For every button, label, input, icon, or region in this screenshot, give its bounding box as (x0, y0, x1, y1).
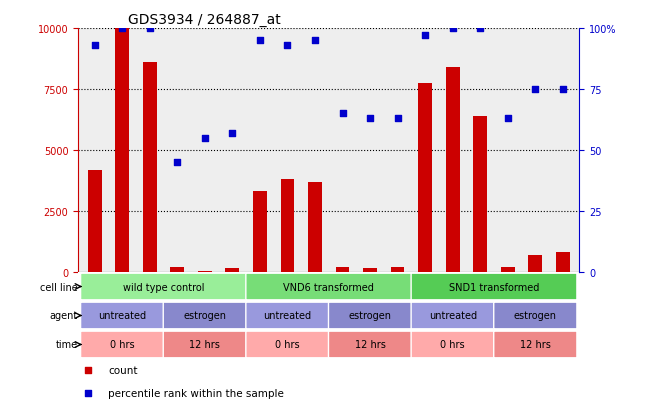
Text: GDS3934 / 264887_at: GDS3934 / 264887_at (128, 12, 281, 26)
FancyBboxPatch shape (329, 302, 411, 329)
Text: count: count (108, 366, 138, 375)
Point (145, 26, 155, 32)
Text: cell line: cell line (40, 282, 77, 292)
Bar (198, 271, 212, 272)
Text: untreated: untreated (264, 311, 312, 321)
Bar (253, 192, 267, 272)
Bar (143, 63, 157, 272)
Text: percentile rank within the sample: percentile rank within the sample (108, 388, 284, 398)
Point (283, 43, 293, 49)
Text: 0 hrs: 0 hrs (440, 339, 465, 350)
Bar (556, 253, 570, 272)
Point (365, 116, 375, 122)
FancyBboxPatch shape (246, 331, 329, 358)
FancyBboxPatch shape (81, 273, 246, 300)
Point (83, 390, 93, 396)
Text: SND1 transformed: SND1 transformed (449, 282, 539, 292)
Text: estrogen: estrogen (514, 311, 557, 321)
Point (89, 43, 100, 49)
Bar (529, 255, 542, 272)
Point (117, 26, 128, 32)
Point (475, 26, 486, 32)
Point (172, 159, 182, 166)
Text: wild type control: wild type control (123, 282, 204, 292)
Text: VND6 transformed: VND6 transformed (283, 282, 374, 292)
FancyBboxPatch shape (411, 273, 577, 300)
Point (393, 116, 403, 122)
Point (310, 38, 320, 44)
Text: 12 hrs: 12 hrs (355, 339, 385, 350)
Bar (501, 268, 515, 272)
Text: 0 hrs: 0 hrs (275, 339, 299, 350)
Bar (115, 29, 129, 272)
FancyBboxPatch shape (163, 331, 246, 358)
Bar (336, 268, 350, 272)
Text: agent: agent (49, 311, 77, 321)
Bar (281, 180, 294, 272)
FancyBboxPatch shape (493, 302, 577, 329)
Text: 0 hrs: 0 hrs (110, 339, 135, 350)
Text: time: time (55, 339, 77, 350)
FancyBboxPatch shape (81, 331, 164, 358)
Bar (418, 84, 432, 272)
FancyBboxPatch shape (246, 302, 329, 329)
FancyBboxPatch shape (411, 331, 494, 358)
Point (200, 135, 210, 142)
Point (503, 116, 513, 122)
Bar (308, 182, 322, 272)
Text: untreated: untreated (98, 311, 146, 321)
Text: estrogen: estrogen (348, 311, 391, 321)
Point (227, 130, 238, 137)
Bar (473, 116, 487, 272)
Point (337, 111, 348, 117)
Point (530, 86, 540, 93)
Point (83, 367, 93, 374)
FancyBboxPatch shape (329, 331, 411, 358)
Bar (391, 268, 404, 272)
Bar (171, 268, 184, 272)
Point (420, 33, 430, 40)
Point (558, 86, 568, 93)
Text: 12 hrs: 12 hrs (189, 339, 220, 350)
Bar (363, 269, 377, 272)
FancyBboxPatch shape (163, 302, 246, 329)
Text: 12 hrs: 12 hrs (520, 339, 551, 350)
Point (255, 38, 265, 44)
FancyBboxPatch shape (246, 273, 411, 300)
Bar (88, 170, 102, 272)
Text: untreated: untreated (428, 311, 477, 321)
Bar (446, 68, 460, 272)
Point (447, 26, 458, 32)
FancyBboxPatch shape (81, 302, 164, 329)
Bar (225, 269, 240, 272)
FancyBboxPatch shape (493, 331, 577, 358)
FancyBboxPatch shape (411, 302, 494, 329)
Text: estrogen: estrogen (184, 311, 227, 321)
